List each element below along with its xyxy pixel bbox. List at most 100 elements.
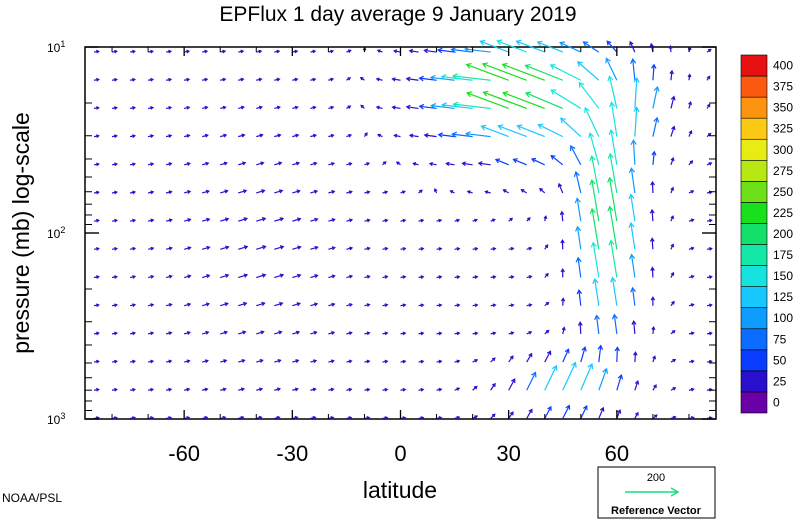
flux-vector — [292, 359, 300, 363]
flux-vector — [472, 415, 479, 419]
flux-vector — [364, 190, 371, 195]
flux-vector — [539, 187, 546, 194]
flux-vector — [382, 331, 389, 336]
y-tick-label: 101 — [47, 39, 65, 55]
flux-vector — [238, 189, 248, 194]
flux-vector — [184, 105, 191, 110]
flux-vector — [111, 77, 118, 82]
x-tick-label: -60 — [168, 441, 200, 466]
flux-vector — [445, 161, 455, 167]
flux-vector — [544, 329, 550, 335]
plot-area — [84, 46, 717, 420]
flux-vector — [669, 69, 674, 81]
flux-vector — [408, 133, 419, 138]
flux-vector — [382, 359, 389, 364]
flux-vector — [147, 190, 155, 195]
flux-vector — [166, 416, 173, 420]
flux-vector — [310, 189, 319, 194]
flux-vector — [400, 331, 407, 336]
flux-vector — [395, 161, 401, 166]
flux-vector — [526, 371, 537, 391]
flux-vector — [706, 359, 713, 364]
flux-vector — [650, 180, 655, 194]
flux-vector — [400, 359, 407, 364]
flux-vector — [577, 321, 583, 334]
flux-vector — [147, 162, 155, 167]
y-tick-label: 103 — [47, 411, 65, 427]
flux-vector — [202, 217, 211, 222]
flux-vector — [508, 246, 515, 251]
flux-vector — [256, 387, 264, 392]
flux-vector — [598, 406, 605, 419]
flux-vector — [559, 117, 582, 138]
flux-vector — [454, 359, 461, 364]
flux-vector — [490, 382, 496, 391]
flux-vector — [184, 133, 191, 138]
flux-vector — [497, 124, 527, 138]
flux-vector — [706, 303, 713, 308]
colorbar-cell — [740, 349, 768, 372]
flux-vector — [328, 105, 335, 110]
colorbar: 0 25 50 75 100 125 150 175 200 225 250 275 300 325 350… — [740, 54, 793, 414]
flux-vector — [129, 359, 137, 364]
colorbar-label: 300 — [773, 143, 793, 157]
flux-vector — [310, 274, 319, 279]
flux-vector — [652, 414, 658, 419]
colorbar-label: 375 — [773, 80, 793, 94]
flux-vector — [220, 359, 228, 363]
flux-vector — [670, 358, 677, 363]
colorbar-label: 75 — [773, 332, 787, 346]
flux-vector — [481, 62, 527, 81]
flux-vector — [364, 416, 371, 420]
flux-vector — [274, 105, 281, 110]
flux-vector — [490, 413, 496, 419]
flux-vector — [465, 63, 509, 81]
flux-vector — [129, 77, 136, 82]
flux-vector — [454, 218, 461, 223]
colorbar-label: 225 — [773, 206, 793, 220]
flux-vector — [393, 49, 401, 54]
flux-vector — [93, 77, 100, 82]
flux-vector — [688, 359, 695, 364]
flux-vector — [544, 350, 552, 363]
flux-vector — [652, 384, 657, 391]
x-tick-label: 30 — [496, 441, 520, 466]
flux-vector — [537, 123, 564, 138]
flux-vector — [466, 190, 473, 194]
colorbar-cell — [740, 223, 768, 245]
colorbar-cell — [740, 391, 768, 414]
flux-vector — [614, 346, 620, 363]
flux-vector — [183, 246, 192, 251]
flux-vector — [428, 161, 437, 166]
flux-vector — [560, 267, 565, 278]
flux-vector — [147, 359, 155, 364]
flux-vector — [310, 133, 317, 138]
flux-vector — [544, 405, 552, 419]
flux-vector — [274, 133, 282, 138]
flux-vector — [111, 246, 118, 251]
flux-vector — [418, 359, 425, 364]
flux-vector — [111, 275, 118, 279]
flux-vector — [670, 125, 676, 137]
flux-vector — [274, 330, 283, 335]
flux-vector — [256, 358, 264, 363]
flux-vector — [706, 246, 713, 251]
flux-vector — [310, 330, 318, 335]
flux-vector — [418, 387, 425, 392]
flux-vector — [608, 129, 618, 165]
flux-vector — [706, 275, 713, 279]
flux-vector — [220, 49, 227, 54]
flux-vector — [238, 49, 245, 54]
flux-vector — [607, 176, 618, 222]
reference-vector-box: 200 Reference Vector — [597, 466, 716, 519]
flux-vector — [633, 76, 640, 109]
flux-vector — [220, 273, 230, 279]
flux-vector — [575, 256, 582, 278]
flux-vector — [524, 63, 563, 81]
flux-vector — [550, 89, 582, 109]
colorbar-label: 325 — [773, 122, 793, 136]
flux-vector — [310, 302, 319, 307]
flux-vector — [543, 215, 548, 222]
flux-vector — [688, 130, 693, 137]
flux-vector — [183, 218, 192, 222]
